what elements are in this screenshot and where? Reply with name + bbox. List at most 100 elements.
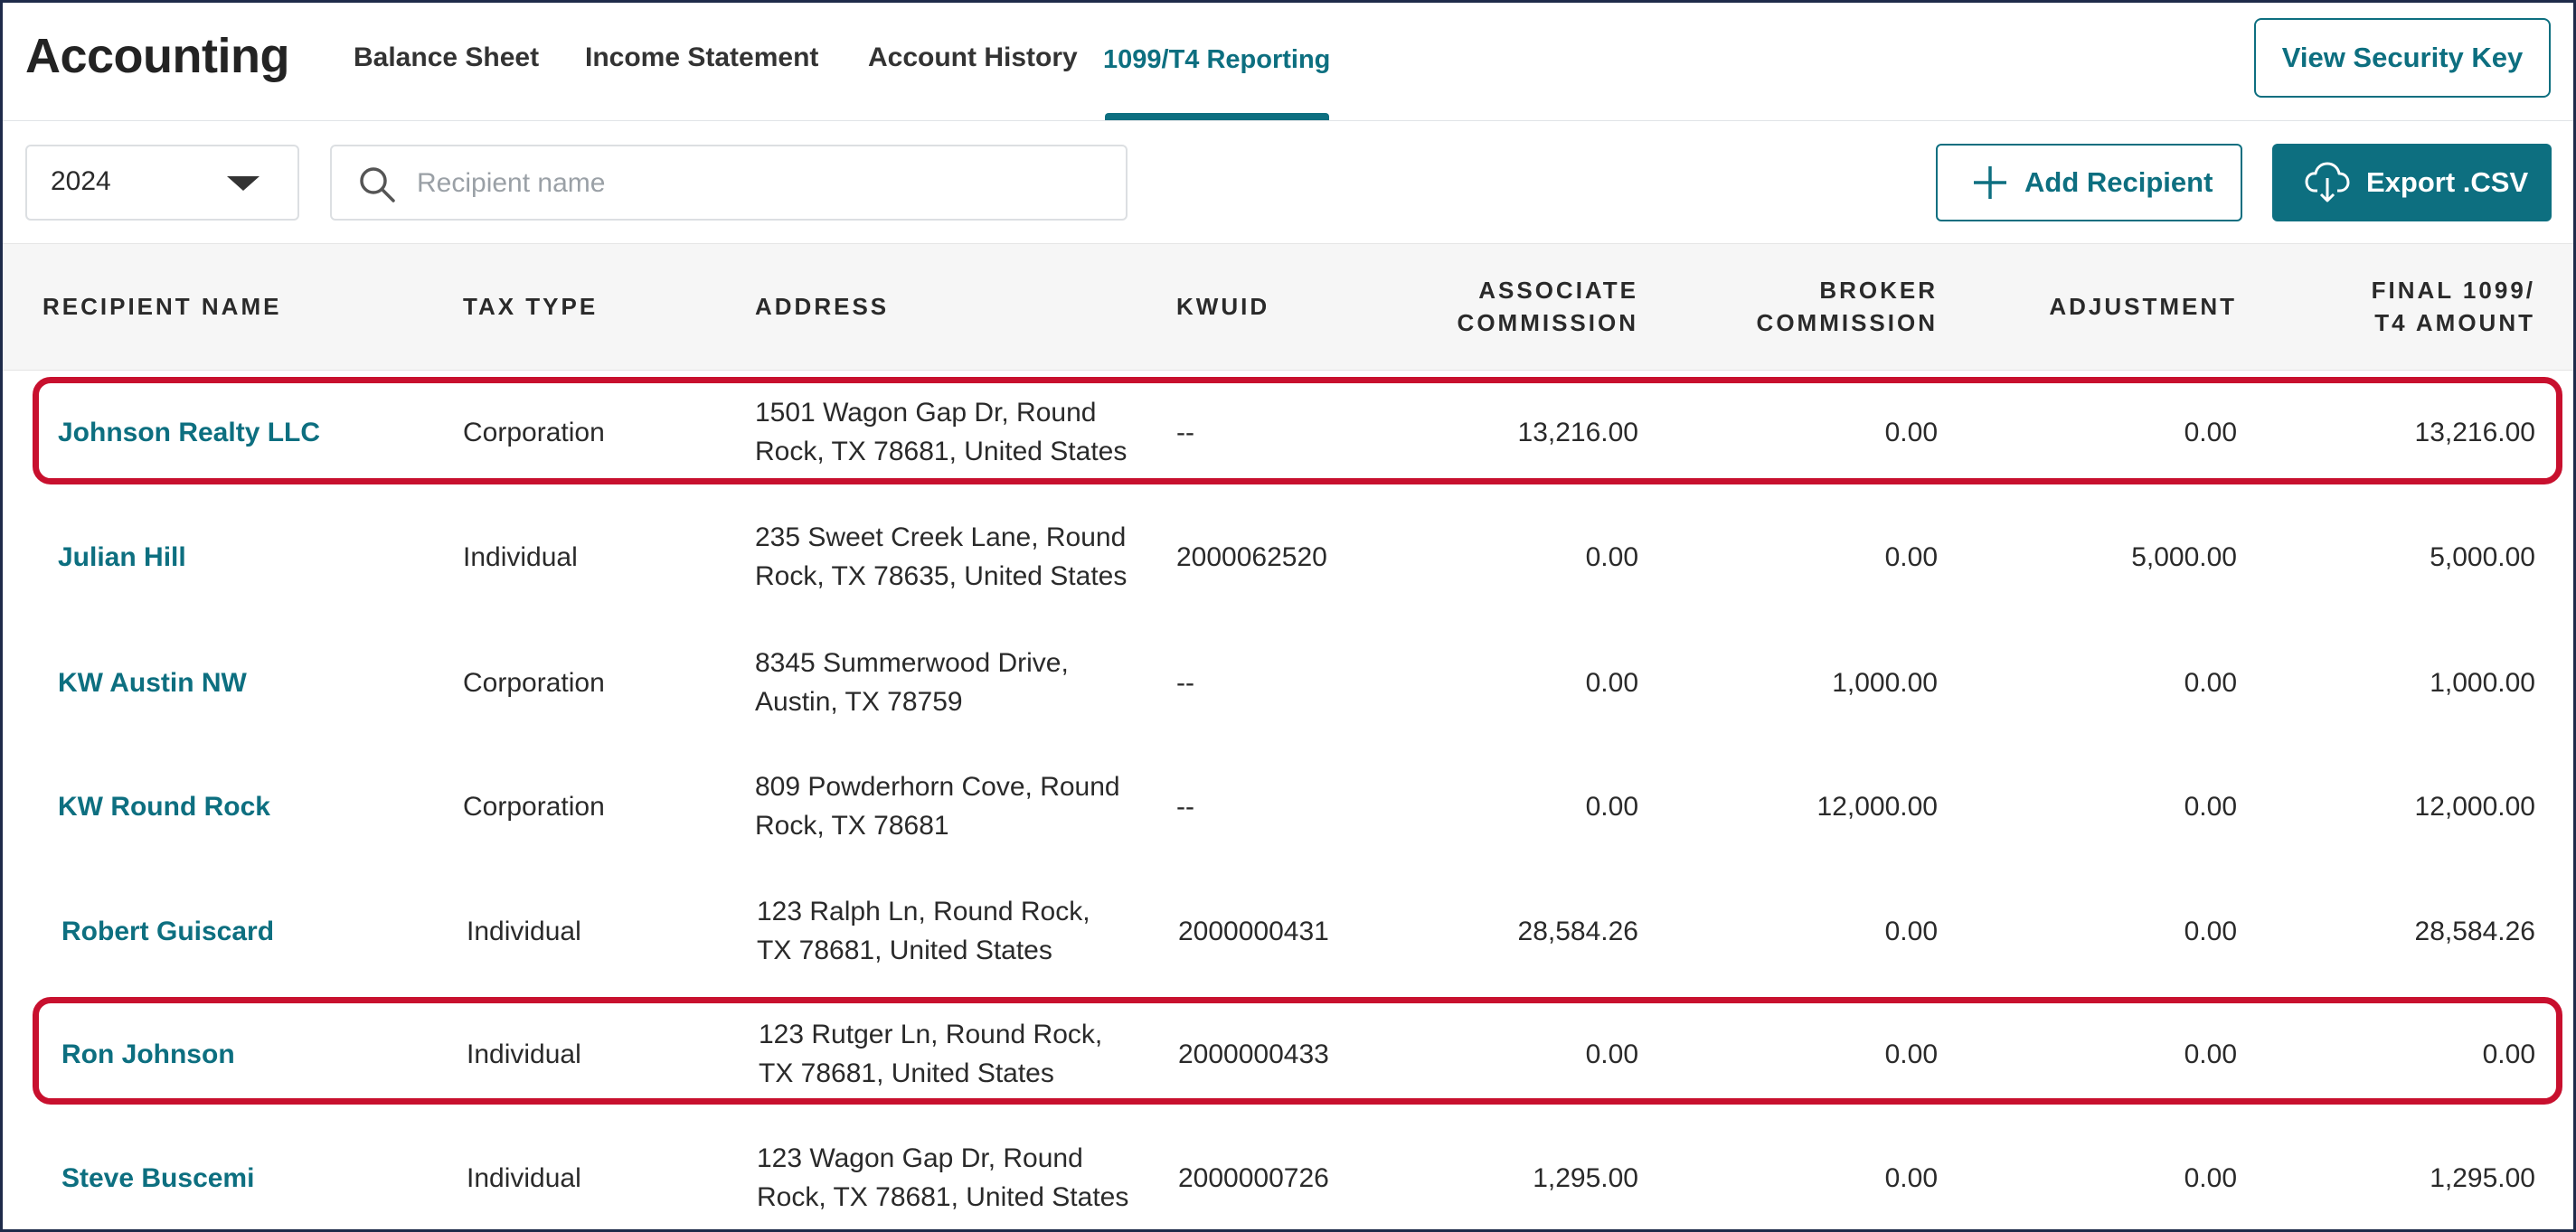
broker-commission: 1,000.00 — [1832, 668, 1938, 698]
broker-commission: 12,000.00 — [1816, 792, 1938, 822]
address-line1: 235 Sweet Creek Lane, Round — [755, 522, 1127, 552]
tab-1099-t4-reporting[interactable]: 1099/T4 Reporting — [1103, 45, 1331, 74]
broker-commission: 0.00 — [1884, 542, 1938, 572]
recipient-name-link[interactable]: Ron Johnson — [61, 1039, 235, 1069]
year-select[interactable]: 2024 — [25, 145, 299, 221]
associate-commission: 0.00 — [1585, 542, 1638, 572]
address-line1: 123 Ralph Ln, Round Rock, — [757, 897, 1090, 926]
final-amount: 1,000.00 — [2430, 668, 2535, 698]
table-row[interactable]: Johnson Realty LLC Corporation 1501 Wago… — [3, 371, 2573, 494]
add-recipient-label: Add Recipient — [2024, 166, 2213, 198]
address-line1: 123 Wagon Gap Dr, Round — [757, 1143, 1083, 1173]
tax-type: Corporation — [463, 418, 605, 447]
kwuid: 2000062520 — [1176, 542, 1327, 572]
associate-commission: 0.00 — [1585, 668, 1638, 698]
col-final-amount-line1: FINAL 1099/ — [2371, 277, 2535, 304]
tab-income-statement[interactable]: Income Statement — [585, 42, 819, 72]
kwuid: -- — [1176, 418, 1194, 447]
adjustment: 0.00 — [2184, 917, 2237, 946]
table-header: RECIPIENT NAME TAX TYPE ADDRESS KWUID AS… — [3, 243, 2573, 371]
broker-commission: 0.00 — [1884, 418, 1938, 447]
col-broker-commission-line1: BROKER — [1819, 277, 1938, 304]
table-row[interactable]: Robert Guiscard Individual 123 Ralph Ln,… — [3, 866, 2573, 990]
address-line2: Austin, TX 78759 — [755, 687, 963, 717]
table-row[interactable]: KW Round Rock Corporation 809 Powderhorn… — [3, 742, 2573, 866]
col-broker-commission[interactable]: BROKER COMMISSION — [1757, 274, 1938, 339]
address-line1: 8345 Summerwood Drive, — [755, 648, 1069, 678]
address: 809 Powderhorn Cove, Round Rock, TX 7868… — [755, 767, 1153, 845]
table-row[interactable]: Steve Buscemi Individual 123 Wagon Gap D… — [3, 1114, 2573, 1229]
recipient-name-link[interactable]: Robert Guiscard — [61, 917, 275, 946]
table-row[interactable]: Julian Hill Individual 235 Sweet Creek L… — [3, 494, 2573, 618]
cloud-download-icon — [2305, 162, 2350, 202]
address-line1: 1501 Wagon Gap Dr, Round — [755, 398, 1097, 428]
adjustment: 0.00 — [2184, 1039, 2237, 1069]
col-address[interactable]: ADDRESS — [755, 293, 890, 320]
adjustment: 0.00 — [2184, 668, 2237, 698]
address-line2: Rock, TX 78681 — [755, 811, 949, 841]
associate-commission: 1,295.00 — [1533, 1163, 1638, 1193]
address-line2: TX 78681, United States — [757, 936, 1052, 965]
tax-type: Individual — [467, 1039, 581, 1069]
adjustment: 5,000.00 — [2131, 542, 2237, 572]
col-recipient-name[interactable]: RECIPIENT NAME — [42, 293, 282, 320]
caret-down-icon — [227, 176, 259, 191]
adjustment: 0.00 — [2184, 792, 2237, 822]
tax-type: Corporation — [463, 792, 605, 822]
search-box[interactable] — [330, 145, 1128, 221]
add-recipient-button[interactable]: Add Recipient — [1936, 144, 2242, 221]
col-final-amount-line2: T4 AMOUNT — [2374, 309, 2535, 336]
recipient-name-link[interactable]: Steve Buscemi — [61, 1163, 255, 1193]
recipient-name-link[interactable]: KW Round Rock — [58, 792, 270, 822]
tax-type: Individual — [463, 542, 578, 572]
address: 8345 Summerwood Drive, Austin, TX 78759 — [755, 644, 1153, 721]
recipient-name-link[interactable]: KW Austin NW — [58, 668, 247, 698]
search-input[interactable] — [415, 161, 1106, 206]
col-associate-commission-line1: ASSOCIATE — [1478, 277, 1638, 304]
active-tab-indicator — [1105, 113, 1329, 120]
table-row[interactable]: Ron Johnson Individual 123 Rutger Ln, Ro… — [3, 990, 2573, 1114]
export-csv-button[interactable]: Export .CSV — [2272, 144, 2552, 221]
address: 123 Ralph Ln, Round Rock, TX 78681, Unit… — [757, 892, 1155, 970]
adjustment: 0.00 — [2184, 418, 2237, 447]
associate-commission: 13,216.00 — [1517, 418, 1638, 447]
address-line2: Rock, TX 78681, United States — [757, 1182, 1129, 1212]
col-tax-type[interactable]: TAX TYPE — [463, 293, 599, 320]
address: 123 Wagon Gap Dr, Round Rock, TX 78681, … — [757, 1139, 1155, 1217]
kwuid: 2000000431 — [1178, 917, 1329, 946]
plus-icon — [1974, 166, 2006, 199]
address-line1: 809 Powderhorn Cove, Round — [755, 772, 1120, 802]
address: 235 Sweet Creek Lane, Round Rock, TX 786… — [755, 518, 1153, 596]
final-amount: 5,000.00 — [2430, 542, 2535, 572]
final-amount: 0.00 — [2482, 1039, 2535, 1069]
col-associate-commission[interactable]: ASSOCIATE COMMISSION — [1458, 274, 1638, 339]
kwuid: 2000000726 — [1178, 1163, 1329, 1193]
col-adjustment[interactable]: ADJUSTMENT — [2049, 293, 2237, 320]
kwuid: -- — [1176, 792, 1194, 822]
tab-balance-sheet[interactable]: Balance Sheet — [354, 42, 540, 72]
table-row[interactable]: KW Austin NW Corporation 8345 Summerwood… — [3, 618, 2573, 742]
final-amount: 28,584.26 — [2414, 917, 2535, 946]
final-amount: 13,216.00 — [2414, 418, 2535, 447]
address-line2: Rock, TX 78681, United States — [755, 437, 1128, 466]
export-csv-label: Export .CSV — [2366, 166, 2529, 198]
tax-type: Corporation — [463, 668, 605, 698]
associate-commission: 0.00 — [1585, 1039, 1638, 1069]
associate-commission: 0.00 — [1585, 792, 1638, 822]
address: 123 Rutger Ln, Round Rock, TX 78681, Uni… — [759, 1015, 1156, 1093]
broker-commission: 0.00 — [1884, 1039, 1938, 1069]
top-nav: Accounting Balance Sheet Income Statemen… — [3, 3, 2573, 121]
col-kwuid[interactable]: KWUID — [1176, 293, 1270, 320]
final-amount: 12,000.00 — [2414, 792, 2535, 822]
tab-account-history[interactable]: Account History — [868, 42, 1078, 72]
view-security-key-button[interactable]: View Security Key — [2254, 18, 2551, 98]
page-title: Accounting — [25, 29, 289, 83]
recipient-name-link[interactable]: Julian Hill — [58, 542, 186, 572]
col-final-amount[interactable]: FINAL 1099/ T4 AMOUNT — [2372, 274, 2535, 339]
address-line2: Rock, TX 78635, United States — [755, 561, 1128, 591]
associate-commission: 28,584.26 — [1517, 917, 1638, 946]
final-amount: 1,295.00 — [2430, 1163, 2535, 1193]
recipient-name-link[interactable]: Johnson Realty LLC — [58, 418, 321, 447]
address-line2: TX 78681, United States — [759, 1058, 1054, 1088]
